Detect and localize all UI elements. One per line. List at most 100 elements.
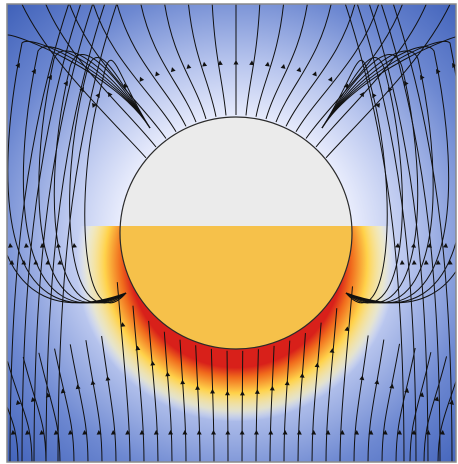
streamline	[241, 350, 244, 462]
streamline-arrow	[135, 345, 141, 351]
streamline-arrow	[39, 430, 45, 435]
streamline	[53, 54, 151, 304]
streamline-arrow	[105, 376, 111, 381]
streamline-arrow	[280, 63, 286, 69]
streamline-arrow	[249, 60, 255, 66]
streamline-arrow	[253, 430, 259, 435]
streamline-arrow	[63, 81, 68, 87]
streamline	[163, 331, 173, 462]
streamline	[45, 4, 157, 148]
streamline-arrow	[16, 400, 21, 405]
streamline-arrow	[23, 243, 29, 248]
streamline-arrow	[96, 430, 102, 435]
streamline	[38, 50, 151, 304]
streamline	[164, 4, 207, 120]
streamline	[321, 41, 456, 304]
streamline	[21, 4, 147, 159]
streamline-arrow	[359, 92, 364, 98]
streamline-arrow	[21, 260, 27, 265]
streamline-arrow	[82, 430, 88, 435]
streamline-arrow	[47, 75, 52, 81]
streamline-arrow	[397, 430, 402, 435]
streamline-arrow	[434, 396, 439, 402]
streamline	[84, 59, 151, 304]
streamline-arrow	[224, 390, 230, 396]
streamline	[187, 4, 217, 117]
streamline	[210, 348, 215, 462]
streamline-arrow	[186, 63, 192, 69]
streamline-arrow	[311, 430, 317, 435]
streamline-arrow	[372, 93, 377, 99]
streamline-arrow	[125, 430, 131, 435]
streamline	[21, 4, 82, 462]
streamline-arrow	[165, 371, 171, 377]
streamline-arrow	[282, 430, 288, 435]
streamline-arrow	[339, 430, 345, 435]
streamline-arrow	[435, 260, 441, 265]
streamline	[311, 322, 322, 462]
streamline-arrow	[299, 373, 305, 378]
streamline-arrow	[268, 430, 274, 435]
streamline-arrow	[225, 430, 231, 435]
streamline	[344, 4, 405, 462]
streamline-arrow	[327, 76, 333, 82]
streamline	[69, 57, 151, 304]
streamline-arrow	[67, 430, 73, 435]
streamline	[9, 4, 70, 462]
streamline-arrow	[31, 69, 36, 75]
streamline-arrow	[10, 430, 16, 435]
streamline-arrow	[284, 380, 290, 386]
streamline-arrow	[202, 61, 208, 67]
streamline-arrow	[419, 392, 425, 398]
streamline-arrow	[239, 390, 245, 396]
streamline-arrow	[436, 69, 441, 75]
streamline-arrow	[45, 260, 51, 265]
streamline	[321, 46, 450, 304]
streamline	[275, 4, 332, 123]
streamline-arrow	[25, 430, 31, 435]
streamline-arrow	[452, 63, 456, 69]
streamline-arrow	[329, 348, 335, 353]
plot-frame	[6, 3, 457, 463]
streamline-arrow	[180, 379, 186, 385]
streamline-arrow	[368, 430, 374, 435]
streamline	[54, 348, 75, 462]
streamline	[269, 345, 275, 462]
streamline	[339, 286, 353, 462]
streamline-arrow	[420, 75, 425, 81]
streamline-arrow	[33, 260, 39, 265]
streamline	[255, 4, 285, 117]
streamline-arrow	[196, 430, 202, 435]
streamline	[295, 4, 380, 132]
streamline-arrow	[354, 430, 360, 435]
streamline	[57, 4, 118, 462]
streamline	[148, 320, 159, 462]
streamline-arrow	[296, 430, 302, 435]
streamline-arrow	[139, 430, 145, 435]
streamline-arrow	[39, 243, 45, 248]
streamline-arrow	[57, 260, 63, 265]
streamline	[321, 36, 456, 304]
streamline-arrow	[404, 81, 409, 87]
streamline-arrow	[15, 63, 20, 69]
streamline-arrow	[95, 93, 100, 99]
streamline	[33, 4, 94, 462]
streamline-arrow	[423, 260, 429, 265]
streamline	[321, 57, 403, 304]
streamline-arrow	[90, 380, 96, 386]
streamline	[116, 282, 131, 462]
streamline-arrow	[92, 102, 97, 108]
streamline-arrow	[269, 385, 275, 391]
streamline-arrow	[217, 60, 223, 66]
streamline-arrow	[170, 67, 176, 73]
streamline	[305, 4, 403, 139]
streamline-arrow	[395, 243, 401, 248]
streamline	[395, 347, 416, 462]
streamline	[368, 4, 429, 462]
streamline-arrow	[382, 430, 388, 435]
streamline-arrow	[389, 383, 395, 389]
streamline-arrow	[153, 430, 159, 435]
streamline	[423, 356, 448, 462]
streamline-arrow	[233, 60, 239, 65]
streamline	[140, 4, 197, 123]
